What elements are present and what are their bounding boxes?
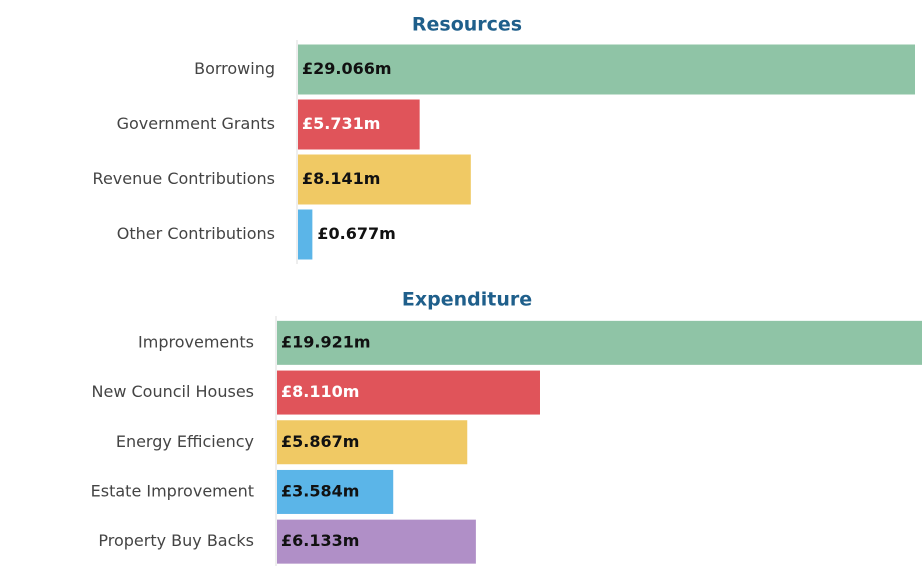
category-label: Government Grants	[117, 114, 275, 133]
bar	[277, 519, 476, 564]
bar	[277, 469, 394, 514]
category-label: Borrowing	[194, 59, 275, 78]
value-label: £29.066m	[302, 59, 392, 78]
value-label: £0.677m	[317, 224, 395, 243]
category-label: Revenue Contributions	[93, 169, 275, 188]
value-label: £8.110m	[281, 382, 359, 401]
value-label: £6.133m	[281, 531, 359, 550]
category-label: Estate Improvement	[91, 481, 254, 500]
category-label: Property Buy Backs	[98, 531, 254, 550]
category-label: Energy Efficiency	[116, 432, 254, 451]
value-label: £5.867m	[281, 432, 359, 451]
category-label: New Council Houses	[92, 382, 254, 401]
chart-title: Resources	[412, 14, 522, 36]
category-label: Other Contributions	[117, 224, 275, 243]
bar	[277, 320, 922, 365]
bar	[298, 44, 915, 95]
chart-title: Expenditure	[402, 289, 532, 311]
value-label: £5.731m	[302, 114, 380, 133]
bar	[298, 154, 471, 205]
value-label: £3.584m	[281, 481, 359, 500]
category-label: Improvements	[138, 332, 254, 351]
value-label: £8.141m	[302, 169, 380, 188]
bar	[277, 370, 540, 415]
bar	[298, 99, 420, 150]
value-label: £19.921m	[281, 332, 371, 351]
bar	[277, 420, 468, 465]
bar	[298, 209, 313, 260]
